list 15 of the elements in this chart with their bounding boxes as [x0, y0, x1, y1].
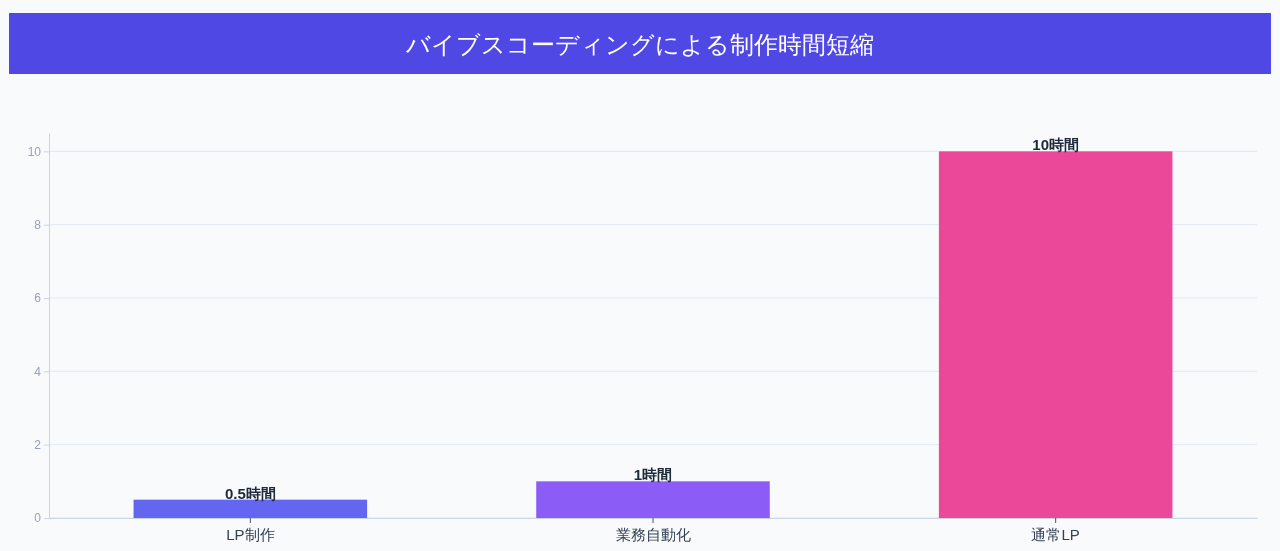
y-tick-label: 0: [34, 511, 42, 526]
chart-title: バイブスコーディングによる制作時間短縮: [405, 30, 874, 58]
bar: [536, 481, 770, 518]
data-label: 1時間: [633, 466, 673, 484]
x-tick-label: 業務自動化: [615, 525, 691, 543]
data-label: 0.5時間: [224, 484, 276, 502]
data-label: 10時間: [1032, 136, 1080, 154]
y-tick-label: 2: [34, 438, 42, 453]
y-tick-label: 6: [34, 291, 42, 306]
bar: [938, 151, 1173, 518]
y-tick-label: 4: [34, 364, 42, 379]
x-tick-label: 通常LP: [1031, 525, 1080, 543]
y-tick-label: 10: [27, 144, 42, 159]
x-tick-label: LP制作: [226, 525, 275, 543]
y-tick-label: 8: [34, 218, 42, 233]
